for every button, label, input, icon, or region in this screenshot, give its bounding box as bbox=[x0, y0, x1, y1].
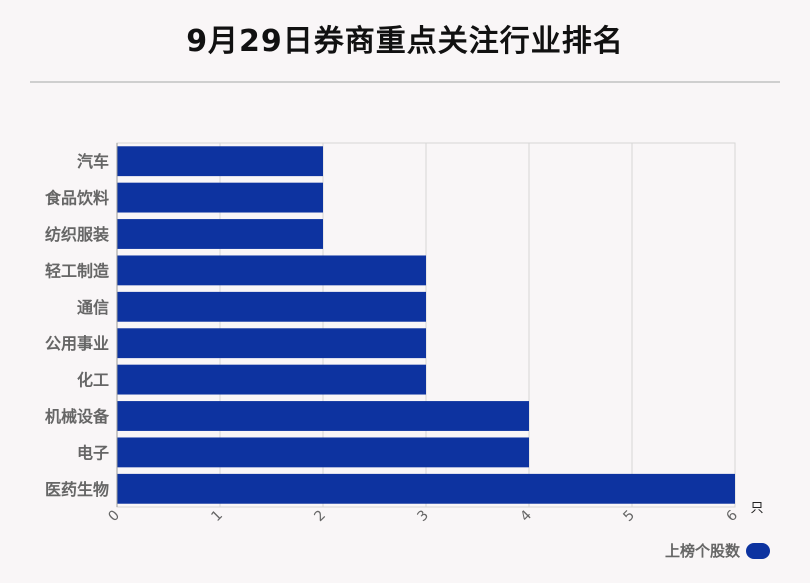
bar bbox=[117, 219, 323, 249]
x-tick-label: 3 bbox=[414, 507, 432, 525]
bar bbox=[117, 473, 735, 504]
y-category-label: 机械设备 bbox=[45, 407, 110, 426]
x-unit-label: 只 bbox=[750, 501, 763, 516]
y-category-label: 通信 bbox=[77, 298, 109, 317]
y-category-label: 汽车 bbox=[77, 152, 109, 171]
y-category-label: 医药生物 bbox=[45, 480, 109, 499]
bar bbox=[117, 182, 323, 213]
x-tick-label: 2 bbox=[311, 507, 329, 525]
bar bbox=[117, 364, 426, 395]
x-tick-label: 5 bbox=[620, 507, 638, 525]
x-tick-label: 4 bbox=[517, 507, 535, 525]
x-tick-label: 6 bbox=[723, 507, 741, 525]
legend[interactable]: 上榜个股数 bbox=[665, 540, 770, 561]
chart-title: 9月29日券商重点关注行业排名 bbox=[186, 24, 624, 59]
bar bbox=[117, 401, 529, 431]
y-category-label: 公用事业 bbox=[45, 334, 109, 353]
bar bbox=[117, 146, 323, 177]
legend-label: 上榜个股数 bbox=[664, 542, 740, 560]
y-category-label: 食品饮料 bbox=[44, 189, 109, 208]
bar bbox=[117, 437, 529, 468]
legend-swatch bbox=[746, 542, 770, 559]
y-category-label: 电子 bbox=[77, 443, 109, 462]
bar bbox=[117, 328, 426, 359]
y-category-label: 化工 bbox=[77, 371, 109, 390]
y-category-label: 纺织服装 bbox=[45, 225, 109, 244]
x-tick-label: 0 bbox=[105, 507, 123, 525]
x-tick-label: 1 bbox=[208, 507, 226, 525]
title-divider bbox=[30, 81, 780, 83]
y-category-label: 轻工制造 bbox=[45, 261, 110, 280]
bar bbox=[117, 255, 426, 286]
bar bbox=[117, 291, 426, 322]
